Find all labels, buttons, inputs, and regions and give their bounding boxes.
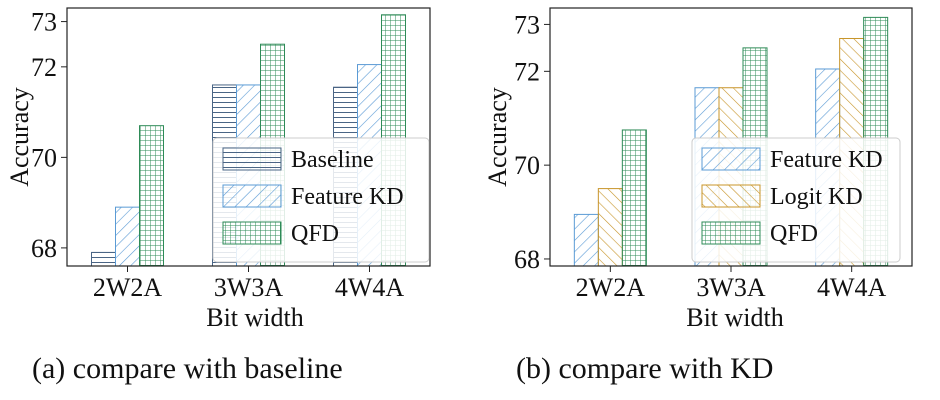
y-tick-label: 70 [514,151,540,180]
legend-label-baseline: Baseline [291,147,374,173]
caption-a: (a) compare with baseline [32,352,343,385]
bar-qfd-2w2a [621,129,647,267]
x-axis-label: Bit width [686,303,784,332]
x-tick-label: 3W3A [214,273,284,302]
chart-b-compare-with-kd: 68 70 72 73 2W2A 3W3A 4W4A Bit width Accuracy Fea… [483,7,913,332]
legend-swatch-feature-kd [222,184,282,208]
legend-label-feature-kd: Feature KD [291,184,404,210]
legend-swatch-baseline [222,147,282,171]
bar-baseline-2w2a [91,251,116,267]
legend: Baseline Feature KD QFD [212,137,430,263]
y-tick-label: 68 [514,245,540,274]
plot-frame [549,7,913,267]
x-axis-label: Bit width [206,303,304,332]
bar-feature-kd-2w2a [573,213,599,267]
y-tick-label: 73 [31,8,57,37]
bar-feature-kd-2w2a [115,206,140,267]
y-tick-label: 70 [31,143,57,172]
x-tick-label: 2W2A [576,273,646,302]
legend-swatch-qfd [222,221,282,245]
x-tick-label: 4W4A [335,273,405,302]
bar-logit-kd-2w2a [597,188,623,267]
legend: Feature KD Logit KD QFD [691,137,901,263]
legend-label-qfd: QFD [291,221,339,247]
legend-label-qfd: QFD [770,221,818,247]
y-tick-label: 72 [31,53,57,82]
x-tick-label: 2W2A [93,273,163,302]
legend-label-feature-kd: Feature KD [770,147,883,173]
y-axis-label: Accuracy [483,87,512,187]
bar-qfd-2w2a [139,125,164,267]
x-tick-label: 3W3A [696,273,766,302]
x-tick-label: 4W4A [817,273,887,302]
legend-swatch-logit-kd [701,184,761,208]
legend-swatch-feature-kd [701,147,761,171]
plot-frame [66,7,431,267]
chart-a-compare-with-baseline: 68 70 72 73 2W2A 3W3A 4W4A Bit width Accuracy Bas… [5,7,431,332]
y-tick-label: 72 [514,57,540,86]
caption-b: (b) compare with KD [516,352,774,385]
legend-swatch-qfd [701,221,761,245]
y-axis-label: Accuracy [5,87,34,187]
y-tick-label: 73 [514,10,540,39]
y-tick-label: 68 [31,234,57,263]
legend-label-logit-kd: Logit KD [770,184,863,210]
